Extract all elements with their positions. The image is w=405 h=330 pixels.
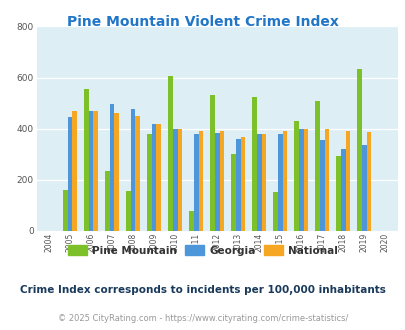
- Bar: [240, 137, 245, 231]
- Bar: [210, 95, 214, 231]
- Bar: [214, 133, 219, 231]
- Bar: [89, 111, 93, 231]
- Bar: [84, 89, 89, 231]
- Bar: [361, 145, 366, 231]
- Bar: [189, 211, 194, 231]
- Bar: [282, 131, 286, 231]
- Bar: [273, 192, 277, 231]
- Bar: [72, 111, 77, 231]
- Bar: [194, 134, 198, 231]
- Bar: [366, 132, 370, 231]
- Bar: [168, 76, 173, 231]
- Bar: [324, 129, 328, 231]
- Bar: [219, 131, 224, 231]
- Bar: [252, 97, 256, 231]
- Bar: [93, 111, 98, 231]
- Bar: [105, 171, 110, 231]
- Bar: [147, 134, 151, 231]
- Bar: [130, 109, 135, 231]
- Bar: [135, 116, 140, 231]
- Bar: [319, 140, 324, 231]
- Bar: [261, 134, 266, 231]
- Bar: [231, 154, 235, 231]
- Bar: [277, 134, 282, 231]
- Bar: [335, 155, 340, 231]
- Text: © 2025 CityRating.com - https://www.cityrating.com/crime-statistics/: © 2025 CityRating.com - https://www.city…: [58, 314, 347, 323]
- Bar: [256, 134, 261, 231]
- Bar: [126, 191, 130, 231]
- Bar: [177, 129, 182, 231]
- Bar: [298, 129, 303, 231]
- Bar: [151, 124, 156, 231]
- Bar: [315, 101, 319, 231]
- Bar: [156, 124, 161, 231]
- Bar: [110, 104, 114, 231]
- Bar: [235, 139, 240, 231]
- Text: Pine Mountain Violent Crime Index: Pine Mountain Violent Crime Index: [67, 15, 338, 29]
- Bar: [198, 131, 202, 231]
- Bar: [68, 117, 72, 231]
- Bar: [294, 120, 298, 231]
- Bar: [173, 129, 177, 231]
- Bar: [114, 113, 119, 231]
- Bar: [340, 149, 345, 231]
- Bar: [345, 131, 350, 231]
- Text: Crime Index corresponds to incidents per 100,000 inhabitants: Crime Index corresponds to incidents per…: [20, 285, 385, 295]
- Bar: [303, 129, 307, 231]
- Legend: Pine Mountain, Georgia, National: Pine Mountain, Georgia, National: [64, 241, 341, 260]
- Bar: [63, 190, 68, 231]
- Bar: [356, 69, 361, 231]
